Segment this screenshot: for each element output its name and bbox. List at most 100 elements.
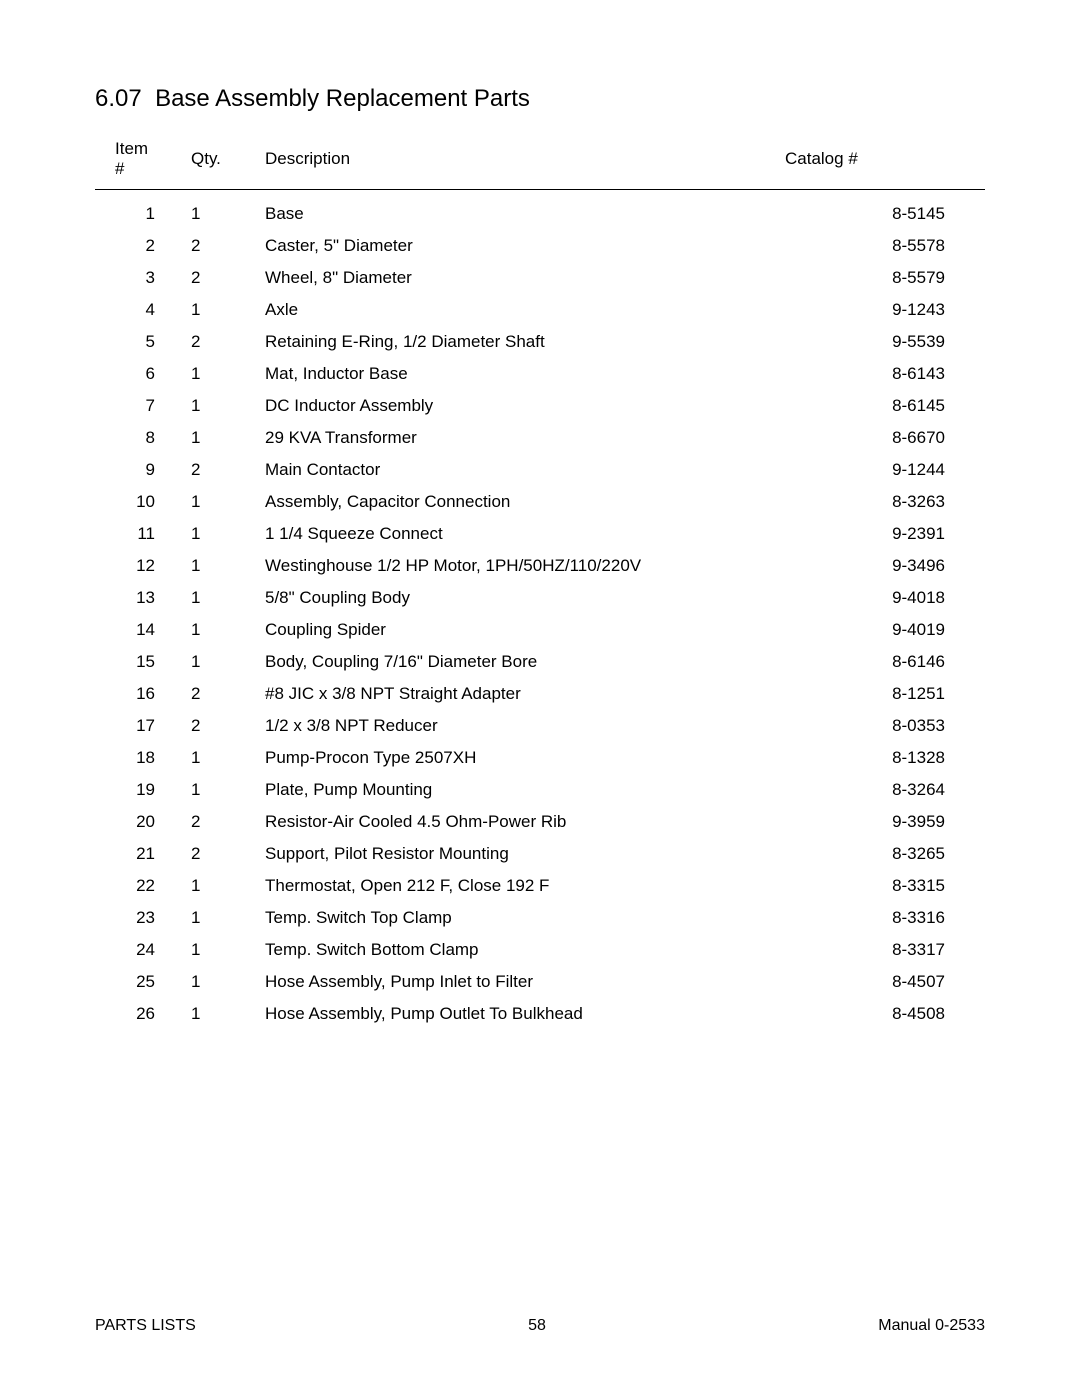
- cell-item: 22: [95, 870, 185, 902]
- cell-qty: 1: [185, 966, 255, 998]
- cell-item: 18: [95, 742, 185, 774]
- cell-item: 12: [95, 550, 185, 582]
- cell-catalog: 8-5579: [785, 262, 985, 294]
- parts-table: Item # Qty. Description Catalog # 11Base…: [95, 133, 985, 1030]
- cell-qty: 1: [185, 486, 255, 518]
- cell-catalog: 8-4508: [785, 998, 985, 1030]
- cell-catalog: 9-4019: [785, 614, 985, 646]
- cell-item: 15: [95, 646, 185, 678]
- cell-catalog: 8-3317: [785, 934, 985, 966]
- table-row: 32Wheel, 8" Diameter8-5579: [95, 262, 985, 294]
- cell-catalog: 8-4507: [785, 966, 985, 998]
- cell-qty: 2: [185, 806, 255, 838]
- cell-description: Base: [255, 190, 785, 231]
- cell-qty: 1: [185, 518, 255, 550]
- footer-left: PARTS LISTS: [95, 1317, 196, 1335]
- cell-description: Retaining E-Ring, 1/2 Diameter Shaft: [255, 326, 785, 358]
- cell-qty: 1: [185, 902, 255, 934]
- header-description: Description: [255, 133, 785, 190]
- page-footer: PARTS LISTS 58 Manual 0-2533: [95, 1317, 985, 1335]
- cell-catalog: 8-6143: [785, 358, 985, 390]
- table-body: 11Base8-514522Caster, 5" Diameter8-55783…: [95, 190, 985, 1031]
- cell-qty: 2: [185, 262, 255, 294]
- cell-catalog: 8-1251: [785, 678, 985, 710]
- cell-item: 1: [95, 190, 185, 231]
- table-row: 212Support, Pilot Resistor Mounting8-326…: [95, 838, 985, 870]
- cell-description: 5/8" Coupling Body: [255, 582, 785, 614]
- cell-qty: 1: [185, 390, 255, 422]
- table-row: 141Coupling Spider9-4019: [95, 614, 985, 646]
- table-row: 61Mat, Inductor Base8-6143: [95, 358, 985, 390]
- cell-description: Hose Assembly, Pump Inlet to Filter: [255, 966, 785, 998]
- cell-description: 1/2 x 3/8 NPT Reducer: [255, 710, 785, 742]
- table-row: 41Axle9-1243: [95, 294, 985, 326]
- cell-item: 10: [95, 486, 185, 518]
- cell-description: Plate, Pump Mounting: [255, 774, 785, 806]
- cell-item: 21: [95, 838, 185, 870]
- cell-catalog: 9-3959: [785, 806, 985, 838]
- section-title: 6.07 Base Assembly Replacement Parts: [95, 85, 985, 113]
- cell-catalog: 8-3316: [785, 902, 985, 934]
- cell-qty: 1: [185, 422, 255, 454]
- cell-item: 26: [95, 998, 185, 1030]
- table-row: 191Plate, Pump Mounting8-3264: [95, 774, 985, 806]
- cell-catalog: 9-2391: [785, 518, 985, 550]
- cell-qty: 1: [185, 998, 255, 1030]
- cell-item: 19: [95, 774, 185, 806]
- cell-description: Body, Coupling 7/16" Diameter Bore: [255, 646, 785, 678]
- cell-qty: 1: [185, 190, 255, 231]
- cell-catalog: 8-6146: [785, 646, 985, 678]
- cell-description: Mat, Inductor Base: [255, 358, 785, 390]
- footer-right: Manual 0-2533: [878, 1317, 985, 1335]
- table-row: 162#8 JIC x 3/8 NPT Straight Adapter8-12…: [95, 678, 985, 710]
- table-row: 71DC Inductor Assembly8-6145: [95, 390, 985, 422]
- section-number: 6.07: [95, 85, 142, 112]
- cell-qty: 2: [185, 326, 255, 358]
- cell-catalog: 8-5578: [785, 230, 985, 262]
- cell-catalog: 9-3496: [785, 550, 985, 582]
- cell-item: 14: [95, 614, 185, 646]
- cell-qty: 2: [185, 678, 255, 710]
- cell-item: 24: [95, 934, 185, 966]
- cell-qty: 1: [185, 774, 255, 806]
- cell-catalog: 8-3264: [785, 774, 985, 806]
- cell-catalog: 8-6145: [785, 390, 985, 422]
- cell-item: 16: [95, 678, 185, 710]
- cell-description: Support, Pilot Resistor Mounting: [255, 838, 785, 870]
- table-row: 1721/2 x 3/8 NPT Reducer8-0353: [95, 710, 985, 742]
- header-item: Item #: [95, 133, 185, 190]
- table-row: 1111 1/4 Squeeze Connect9-2391: [95, 518, 985, 550]
- cell-description: Pump-Procon Type 2507XH: [255, 742, 785, 774]
- cell-description: 1 1/4 Squeeze Connect: [255, 518, 785, 550]
- table-row: 22Caster, 5" Diameter8-5578: [95, 230, 985, 262]
- table-row: 261Hose Assembly, Pump Outlet To Bulkhea…: [95, 998, 985, 1030]
- cell-catalog: 8-0353: [785, 710, 985, 742]
- table-row: 251Hose Assembly, Pump Inlet to Filter8-…: [95, 966, 985, 998]
- cell-catalog: 9-4018: [785, 582, 985, 614]
- cell-description: Assembly, Capacitor Connection: [255, 486, 785, 518]
- cell-qty: 2: [185, 230, 255, 262]
- cell-qty: 2: [185, 454, 255, 486]
- cell-catalog: 8-3315: [785, 870, 985, 902]
- cell-description: Temp. Switch Bottom Clamp: [255, 934, 785, 966]
- cell-item: 13: [95, 582, 185, 614]
- cell-catalog: 8-3263: [785, 486, 985, 518]
- cell-catalog: 9-1243: [785, 294, 985, 326]
- cell-description: Axle: [255, 294, 785, 326]
- header-catalog: Catalog #: [785, 133, 985, 190]
- cell-description: Main Contactor: [255, 454, 785, 486]
- table-row: 52Retaining E-Ring, 1/2 Diameter Shaft9-…: [95, 326, 985, 358]
- table-row: 181Pump-Procon Type 2507XH8-1328: [95, 742, 985, 774]
- cell-item: 3: [95, 262, 185, 294]
- cell-qty: 1: [185, 358, 255, 390]
- table-header-row: Item # Qty. Description Catalog #: [95, 133, 985, 190]
- footer-center: 58: [528, 1317, 546, 1335]
- cell-qty: 1: [185, 550, 255, 582]
- cell-description: 29 KVA Transformer: [255, 422, 785, 454]
- cell-item: 11: [95, 518, 185, 550]
- cell-item: 9: [95, 454, 185, 486]
- cell-item: 2: [95, 230, 185, 262]
- cell-item: 7: [95, 390, 185, 422]
- cell-qty: 2: [185, 710, 255, 742]
- cell-description: Westinghouse 1/2 HP Motor, 1PH/50HZ/110/…: [255, 550, 785, 582]
